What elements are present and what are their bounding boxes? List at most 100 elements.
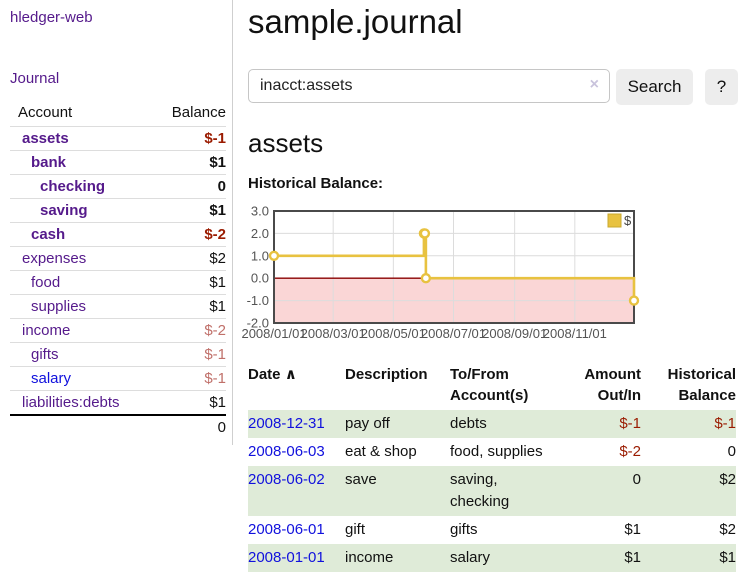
register-accounts-cell: gifts — [450, 521, 478, 538]
register-description-cell: save — [345, 471, 377, 488]
account-name-cell: food — [10, 271, 148, 295]
accounts-total-value: 0 — [217, 419, 226, 436]
historical-balance-chart: 3.0 2.0 1.0 0.0 -1.0 -2.0 2008/01/01 2008/03/01… — [241, 204, 648, 342]
sidebar: hledger-web Journal Account Balance asse… — [0, 0, 232, 440]
accounts-table: Account Balance assets $-1 bank $1 checking 0… — [10, 101, 226, 440]
account-name-cell: salary — [10, 367, 148, 391]
register-description-cell: gift — [345, 521, 366, 538]
accounts-header-balance: Balance — [171, 104, 226, 121]
sidebar-divider — [232, 0, 233, 445]
account-link[interactable]: assets — [22, 130, 69, 147]
register-balance-cell: $2 — [719, 471, 736, 488]
account-name-cell: gifts — [10, 343, 148, 367]
search-input-wrap: × — [248, 69, 610, 105]
account-link[interactable]: cash — [31, 226, 66, 243]
account-name-cell: assets — [10, 127, 148, 151]
register-row: 2008-06-01 gift gifts $1 $2 — [248, 516, 736, 544]
sort-ascending-icon: ∧ — [284, 366, 297, 383]
register-table-body: 2008-12-31 pay off debts $-1 $-1 2008-06-03 ea… — [248, 410, 736, 572]
register-date-cell: 2008-06-01 — [248, 516, 345, 544]
nav-journal-link[interactable]: Journal — [10, 70, 60, 87]
account-link[interactable]: liabilities:debts — [22, 394, 120, 411]
register-header-date[interactable]: Date ∧ — [248, 364, 345, 410]
account-name-cell: cash — [10, 223, 148, 247]
account-row: liabilities:debts $1 — [10, 390, 226, 416]
account-balance: $-1 — [204, 130, 226, 147]
register-header-accounts: To/From Account(s) — [450, 364, 571, 410]
account-link[interactable]: checking — [40, 178, 106, 195]
balance-header-line2: Balance — [678, 387, 736, 404]
register-amount-cell: 0 — [632, 471, 641, 488]
transaction-date-link[interactable]: 2008-06-01 — [248, 521, 325, 538]
account-balance: $1 — [209, 298, 226, 315]
register-date-cell: 2008-12-31 — [248, 410, 345, 438]
account-balance: $1 — [209, 154, 226, 171]
clear-search-icon[interactable]: × — [589, 76, 599, 93]
svg-text:2008/05/01: 2008/05/01 — [361, 326, 426, 341]
account-balance: $-1 — [204, 346, 226, 363]
account-link[interactable]: bank — [31, 154, 67, 171]
chart-canvas: 3.0 2.0 1.0 0.0 -1.0 -2.02008/01/012008/03/01… — [241, 204, 640, 341]
register-balance-cell: $-1 — [714, 415, 736, 432]
account-row: supplies $1 — [10, 294, 226, 319]
transaction-date-link[interactable]: 2008-01-01 — [248, 549, 325, 566]
accounts-header-account: Account — [18, 104, 73, 121]
account-row: saving $1 — [10, 198, 226, 223]
register-balance-cell: 0 — [727, 443, 736, 460]
account-link[interactable]: income — [22, 322, 71, 339]
register-description-cell: pay off — [345, 415, 390, 432]
balance-header-line1: Historical — [667, 366, 736, 383]
account-link[interactable]: expenses — [22, 250, 87, 267]
account-link[interactable]: food — [31, 274, 61, 291]
accounts-header-row: Account Balance — [10, 101, 226, 127]
account-heading: assets — [248, 128, 324, 158]
main-content: sample.journal × Search ? assets Histori… — [241, 0, 738, 572]
account-row: bank $1 — [10, 150, 226, 175]
account-name-cell: checking — [10, 175, 148, 199]
account-link[interactable]: supplies — [31, 298, 87, 315]
account-balance: $1 — [209, 274, 226, 291]
svg-text:2008/03/01: 2008/03/01 — [301, 326, 366, 341]
account-balance: $1 — [209, 394, 226, 411]
transaction-date-link[interactable]: 2008-06-02 — [248, 471, 325, 488]
register-header-description: Description — [345, 366, 428, 383]
date-header-label: Date — [248, 366, 281, 383]
register-date-cell: 2008-01-01 — [248, 544, 345, 572]
svg-text:2008/01/01: 2008/01/01 — [241, 326, 306, 341]
search-input[interactable] — [248, 69, 610, 103]
svg-text:1.0: 1.0 — [251, 248, 269, 263]
accounts-table-body: assets $-1 bank $1 checking 0 saving $1 cash $-2 e… — [10, 126, 226, 416]
search-bar: × Search ? — [248, 69, 738, 105]
register-header-amount: Amount Out/In — [571, 364, 641, 410]
accounts-total-spacer — [10, 415, 148, 440]
account-row: salary $-1 — [10, 366, 226, 391]
account-balance: $1 — [209, 202, 226, 219]
register-header-row: Date ∧ Description To/From Account(s) Am… — [248, 364, 736, 410]
register-row: 2008-12-31 pay off debts $-1 $-1 — [248, 410, 736, 438]
register-header-balance: Historical Balance — [641, 364, 736, 410]
help-button[interactable]: ? — [705, 69, 738, 105]
register-date-cell: 2008-06-03 — [248, 438, 345, 466]
account-link[interactable]: salary — [31, 370, 72, 387]
account-balance: $-2 — [204, 322, 226, 339]
register-amount-cell: $-2 — [619, 443, 641, 460]
account-link[interactable]: gifts — [31, 346, 59, 363]
svg-text:-2.0: -2.0 — [247, 316, 269, 331]
account-name-cell: saving — [10, 199, 148, 223]
svg-text:0.0: 0.0 — [251, 271, 269, 286]
accounts-total-row: 0 — [10, 415, 226, 440]
register-row: 2008-06-02 save saving, checking 0 $2 — [248, 466, 736, 516]
search-button[interactable]: Search — [616, 69, 693, 105]
account-row: income $-2 — [10, 318, 226, 343]
register-accounts-cell: salary — [450, 549, 491, 566]
account-name-cell: bank — [10, 151, 148, 175]
register-date-cell: 2008-06-02 — [248, 466, 345, 516]
account-row: assets $-1 — [10, 126, 226, 151]
transaction-date-link[interactable]: 2008-12-31 — [248, 415, 325, 432]
brand-link[interactable]: hledger-web — [10, 9, 93, 26]
account-link[interactable]: saving — [40, 202, 88, 219]
register-balance-cell: $1 — [719, 549, 736, 566]
accounts-header-line2: Account(s) — [450, 387, 529, 404]
transaction-date-link[interactable]: 2008-06-03 — [248, 443, 325, 460]
register-balance-cell: $2 — [719, 521, 736, 538]
